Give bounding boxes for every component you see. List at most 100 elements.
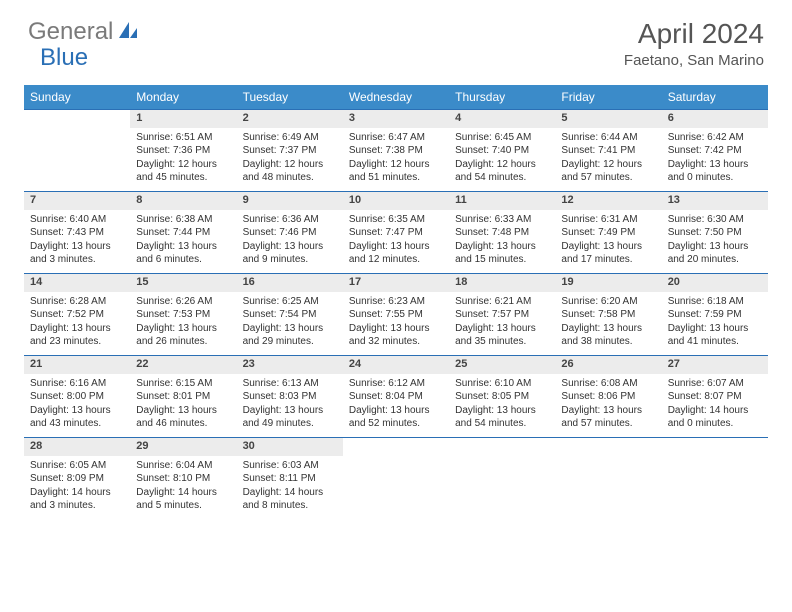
sunset-line: Sunset: 7:37 PM [243,145,317,156]
empty-daynum [555,438,661,456]
day-cell: Sunrise: 6:10 AMSunset: 8:05 PMDaylight:… [449,374,555,438]
day-cell: Sunrise: 6:07 AMSunset: 8:07 PMDaylight:… [662,374,768,438]
day-cell: Sunrise: 6:47 AMSunset: 7:38 PMDaylight:… [343,128,449,192]
daylight-line: Daylight: 13 hours and 46 minutes. [136,405,217,430]
day-cell: Sunrise: 6:21 AM Sunset: 7:57 PM Daylight:… [449,292,555,356]
sunrise-line: Sunrise: 6:10 AM [455,378,531,389]
day-number: 4 [449,110,555,128]
daylight-line: Daylight: 12 hours and 54 minutes. [455,159,536,184]
sunset-line: Sunset: 7:38 PM [349,145,423,156]
sunrise-line: Sunrise: 6:49 AM [243,132,319,143]
sunset-line: Sunset: 8:05 PM [455,391,529,402]
day-number: 24 [343,356,449,374]
daylight-line: Daylight: 13 hours and 26 minutes. [136,323,217,348]
sunrise-line: Sunrise: 6:15 AM [136,378,212,389]
sunset-line: Sunset: 7:53 PM [136,309,210,320]
day-cell: Sunrise: 6:44 AMSunset: 7:41 PMDaylight:… [555,128,661,192]
daylight-line: Daylight: 12 hours and 45 minutes. [136,159,217,184]
day-cell: Sunrise: 6:42 AMSunset: 7:42 PMDaylight:… [662,128,768,192]
daylight-line: Daylight: 13 hours and 35 minutes. [455,323,536,348]
daylight-line: Daylight: 14 hours and 8 minutes. [243,487,324,512]
title-block: April 2024 Faetano, San Marino [624,18,764,69]
sunset-line: Sunset: 7:44 PM [136,227,210,238]
sunrise-line: Sunrise: 6:16 AM [30,378,106,389]
day-number: 27 [662,356,768,374]
daylight-line: Daylight: 13 hours and 41 minutes. [668,323,749,348]
weekday-header: Friday [555,85,661,110]
sunset-line: Sunset: 8:06 PM [561,391,635,402]
daylight-line: Daylight: 12 hours and 51 minutes. [349,159,430,184]
sunrise-line: Sunrise: 6:28 AM [30,296,106,307]
day-cell: Sunrise: 6:16 AMSunset: 8:00 PMDaylight:… [24,374,130,438]
day-number: 8 [130,192,236,210]
sunrise-line: Sunrise: 6:51 AM [136,132,212,143]
daylight-line: Daylight: 13 hours and 52 minutes. [349,405,430,430]
day-number: 30 [237,438,343,456]
weekday-row: SundayMondayTuesdayWednesdayThursdayFrid… [24,85,768,110]
sunrise-line: Sunrise: 6:04 AM [136,460,212,471]
day-number: 16 [237,274,343,292]
brand-logo: General [28,18,141,46]
content-row: Sunrise: 6:40 AMSunset: 7:43 PMDaylight:… [24,210,768,274]
day-cell: Sunrise: 6:28 AMSunset: 7:52 PMDaylight:… [24,292,130,356]
day-cell: Sunrise: 6:05 AM Sunset: 8:09 PM Daylight:… [24,456,130,520]
sunset-line: Sunset: 8:04 PM [349,391,423,402]
day-number: 9 [237,192,343,210]
day-cell: Sunrise: 6:23 AMSunset: 7:55 PMDaylight:… [343,292,449,356]
day-number: 22 [130,356,236,374]
sunset-line: Sunset: 7:59 PM [668,309,742,320]
sunset-line: Sunset: 8:01 PM [136,391,210,402]
sunset-line: Sunset: 7:49 PM [561,227,635,238]
empty-cell [555,456,661,520]
day-number: 14 [24,274,130,292]
brand-part1: General [28,18,113,46]
daylight-line: Daylight: 14 hours and 3 minutes. [30,487,111,512]
empty-cell [343,456,449,520]
sunrise-line: Sunrise: 6:36 AM [243,214,319,225]
calendar-head: SundayMondayTuesdayWednesdayThursdayFrid… [24,85,768,110]
sunrise-line: Sunrise: 6:03 AM [243,460,319,471]
sunrise-line: Sunrise: 6:21 AM [455,296,531,307]
sunset-line: Sunset: 8:09 PM [30,473,104,484]
day-number: 6 [662,110,768,128]
sunrise-line: Sunrise: 6:20 AM [561,296,637,307]
daynum-row: 78910111213 [24,192,768,210]
sunrise-line: Sunrise: 6:13 AM [243,378,319,389]
sunset-line: Sunset: 8:10 PM [136,473,210,484]
day-cell: Sunrise: 6:20 AMSunset: 7:58 PMDaylight:… [555,292,661,356]
sunset-line: Sunset: 8:07 PM [668,391,742,402]
day-number: 11 [449,192,555,210]
sunrise-line: Sunrise: 6:05 AM [30,460,106,471]
day-cell: Sunrise: 6:49 AMSunset: 7:37 PMDaylight:… [237,128,343,192]
sunrise-line: Sunrise: 6:23 AM [349,296,425,307]
day-cell: Sunrise: 6:18 AMSunset: 7:59 PMDaylight:… [662,292,768,356]
sunrise-line: Sunrise: 6:38 AM [136,214,212,225]
day-number: 17 [343,274,449,292]
sunrise-line: Sunrise: 6:45 AM [455,132,531,143]
sunset-line: Sunset: 7:36 PM [136,145,210,156]
day-cell: Sunrise: 6:08 AMSunset: 8:06 PMDaylight:… [555,374,661,438]
daylight-line: Daylight: 13 hours and 29 minutes. [243,323,324,348]
day-number: 19 [555,274,661,292]
daylight-line: Daylight: 13 hours and 12 minutes. [349,241,430,266]
day-number: 15 [130,274,236,292]
sunrise-line: Sunrise: 6:42 AM [668,132,744,143]
empty-cell [662,456,768,520]
weekday-header: Saturday [662,85,768,110]
day-cell: Sunrise: 6:45 AMSunset: 7:40 PMDaylight:… [449,128,555,192]
day-cell: Sunrise: 6:40 AMSunset: 7:43 PMDaylight:… [24,210,130,274]
content-row: Sunrise: 6:16 AMSunset: 8:00 PMDaylight:… [24,374,768,438]
day-cell: Sunrise: 6:38 AMSunset: 7:44 PMDaylight:… [130,210,236,274]
sunrise-line: Sunrise: 6:25 AM [243,296,319,307]
day-number: 10 [343,192,449,210]
day-number: 1 [130,110,236,128]
sunset-line: Sunset: 7:42 PM [668,145,742,156]
sunset-line: Sunset: 7:58 PM [561,309,635,320]
day-cell: Sunrise: 6:12 AMSunset: 8:04 PMDaylight:… [343,374,449,438]
day-cell: Sunrise: 6:51 AM Sunset: 7:36 PM Daylight:… [130,128,236,192]
daylight-line: Daylight: 13 hours and 15 minutes. [455,241,536,266]
sunset-line: Sunset: 7:57 PM [455,309,529,320]
day-number: 23 [237,356,343,374]
sunrise-line: Sunrise: 6:40 AM [30,214,106,225]
day-number: 2 [237,110,343,128]
